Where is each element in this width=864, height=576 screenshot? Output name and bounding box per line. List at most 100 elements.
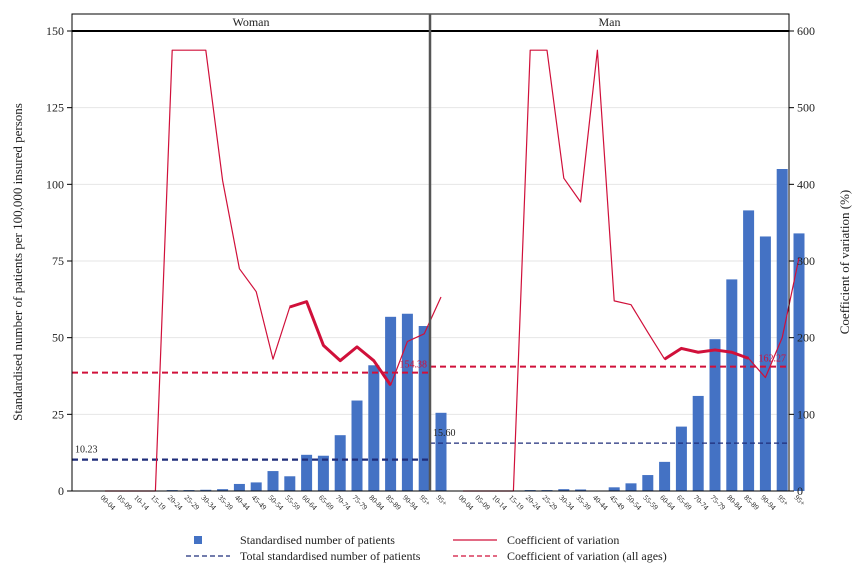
legend-label: Coefficient of variation <box>507 533 619 547</box>
y2-tick-label: 0 <box>797 484 803 498</box>
x-tick-label: 00-04 <box>99 493 118 512</box>
x-tick-label: 30-34 <box>199 493 218 512</box>
x-tick-label: 15-19 <box>149 493 168 512</box>
bar <box>301 454 313 491</box>
panel-title: Woman <box>232 15 269 29</box>
x-tick-label: 20-24 <box>524 493 543 512</box>
bar <box>776 169 788 491</box>
bar <box>675 426 687 491</box>
y2-axis-label: Coefficient of variation (%) <box>837 190 852 335</box>
x-tick-label: 15-19 <box>507 493 526 512</box>
y-tick-label: 50 <box>52 331 64 345</box>
bar <box>250 482 262 491</box>
bar <box>284 476 296 491</box>
x-tick-label: 25-29 <box>541 493 560 512</box>
bar <box>608 487 620 491</box>
panel-titles: Woman Man <box>232 15 620 29</box>
x-tick-label: 30-34 <box>557 493 576 512</box>
x-tick-label: 50-54 <box>267 493 286 512</box>
x-tick-label: 80-84 <box>725 493 744 512</box>
x-tick-label: 25-29 <box>183 493 202 512</box>
y-tick-label: 150 <box>46 24 64 38</box>
bar <box>334 435 346 491</box>
cv-line-thick <box>289 300 392 387</box>
bar <box>317 455 329 491</box>
x-tick-label: 70-74 <box>334 493 353 512</box>
total-line-label: 10.23 <box>75 445 98 456</box>
cv-line-thick <box>663 346 750 361</box>
bar <box>659 461 671 491</box>
bar <box>709 339 721 491</box>
panel-title: Man <box>599 15 621 29</box>
bar <box>558 489 570 491</box>
x-tick-label: 05-09 <box>473 493 492 512</box>
x-tick-label: 10-14 <box>490 493 509 512</box>
x-tick-label: 50-54 <box>625 493 644 512</box>
x-tick-label: 75-79 <box>351 493 370 512</box>
x-tick-label: 95+ <box>418 493 433 508</box>
x-tick-label: 75-79 <box>709 493 728 512</box>
cv-all-label: 162.27 <box>759 354 787 365</box>
total-line-label: 15.60 <box>433 428 456 439</box>
y2-tick-label: 600 <box>797 24 815 38</box>
x-tick-label: 95+ <box>435 493 450 508</box>
reference-lines: 10.23 154.38 15.60 162.27 <box>72 354 789 461</box>
bar <box>575 489 587 491</box>
y-axis-label: Standardised number of patients per 100,… <box>10 103 25 421</box>
x-tick-label: 05-09 <box>115 493 134 512</box>
x-tick-label: 35-39 <box>574 493 593 512</box>
x-tick-label: 45-49 <box>608 493 627 512</box>
y2-tick-label: 200 <box>797 331 815 345</box>
y-tick-label: 100 <box>46 177 64 191</box>
y-tick-label: 75 <box>52 254 64 268</box>
bar <box>759 236 771 491</box>
left-axis: 0 25 50 75 100 125 150 <box>46 24 73 498</box>
x-tick-label: 40-44 <box>233 493 252 512</box>
x-tick-label: 90-94 <box>401 493 420 512</box>
y2-tick-label: 300 <box>797 254 815 268</box>
x-tick-label: 00-04 <box>457 493 476 512</box>
legend: Standardised number of patients Coefficie… <box>186 533 667 563</box>
x-tick-label: 10-14 <box>132 493 151 512</box>
bar <box>435 412 447 491</box>
bar <box>368 365 380 491</box>
bar <box>200 489 212 491</box>
x-tick-label: 90-94 <box>759 493 778 512</box>
bar <box>217 489 229 491</box>
x-tick-label: 70-74 <box>692 493 711 512</box>
cv-all-label: 154.38 <box>400 360 428 371</box>
x-tick-label: 55-59 <box>641 493 660 512</box>
bar <box>351 400 363 491</box>
bar <box>743 210 755 491</box>
x-tick-label: 85-89 <box>742 493 761 512</box>
right-axis: 0 100 200 300 400 500 600 <box>788 24 815 498</box>
x-tick-label: 60-64 <box>658 493 677 512</box>
x-tick-label: 20-24 <box>166 493 185 512</box>
legend-swatch-bar <box>194 536 202 544</box>
x-tick-label: 45-49 <box>250 493 269 512</box>
x-tick-label: 80-84 <box>367 493 386 512</box>
x-tick-label: 85-89 <box>384 493 403 512</box>
legend-label: Coefficient of variation (all ages) <box>507 549 667 563</box>
x-tick-label: 65-69 <box>317 493 336 512</box>
y-tick-label: 25 <box>52 407 64 421</box>
y-tick-label: 0 <box>58 484 64 498</box>
bar <box>401 313 413 491</box>
bar <box>385 316 397 491</box>
x-tick-label: 65-69 <box>675 493 694 512</box>
bar <box>233 483 245 491</box>
x-tick-label: 35-39 <box>216 493 235 512</box>
bar <box>726 279 738 491</box>
x-tick-label: 60-64 <box>300 493 319 512</box>
bars <box>166 169 805 491</box>
x-tick-label: 95+ <box>776 493 791 508</box>
legend-label: Total standardised number of patients <box>240 549 421 563</box>
y2-tick-label: 500 <box>797 101 815 115</box>
cv-lines <box>105 49 800 492</box>
x-tick-label: 40-44 <box>591 493 610 512</box>
x-tick-label: 55-59 <box>283 493 302 512</box>
bar <box>418 326 430 491</box>
bar <box>267 471 279 491</box>
bar <box>642 475 654 491</box>
